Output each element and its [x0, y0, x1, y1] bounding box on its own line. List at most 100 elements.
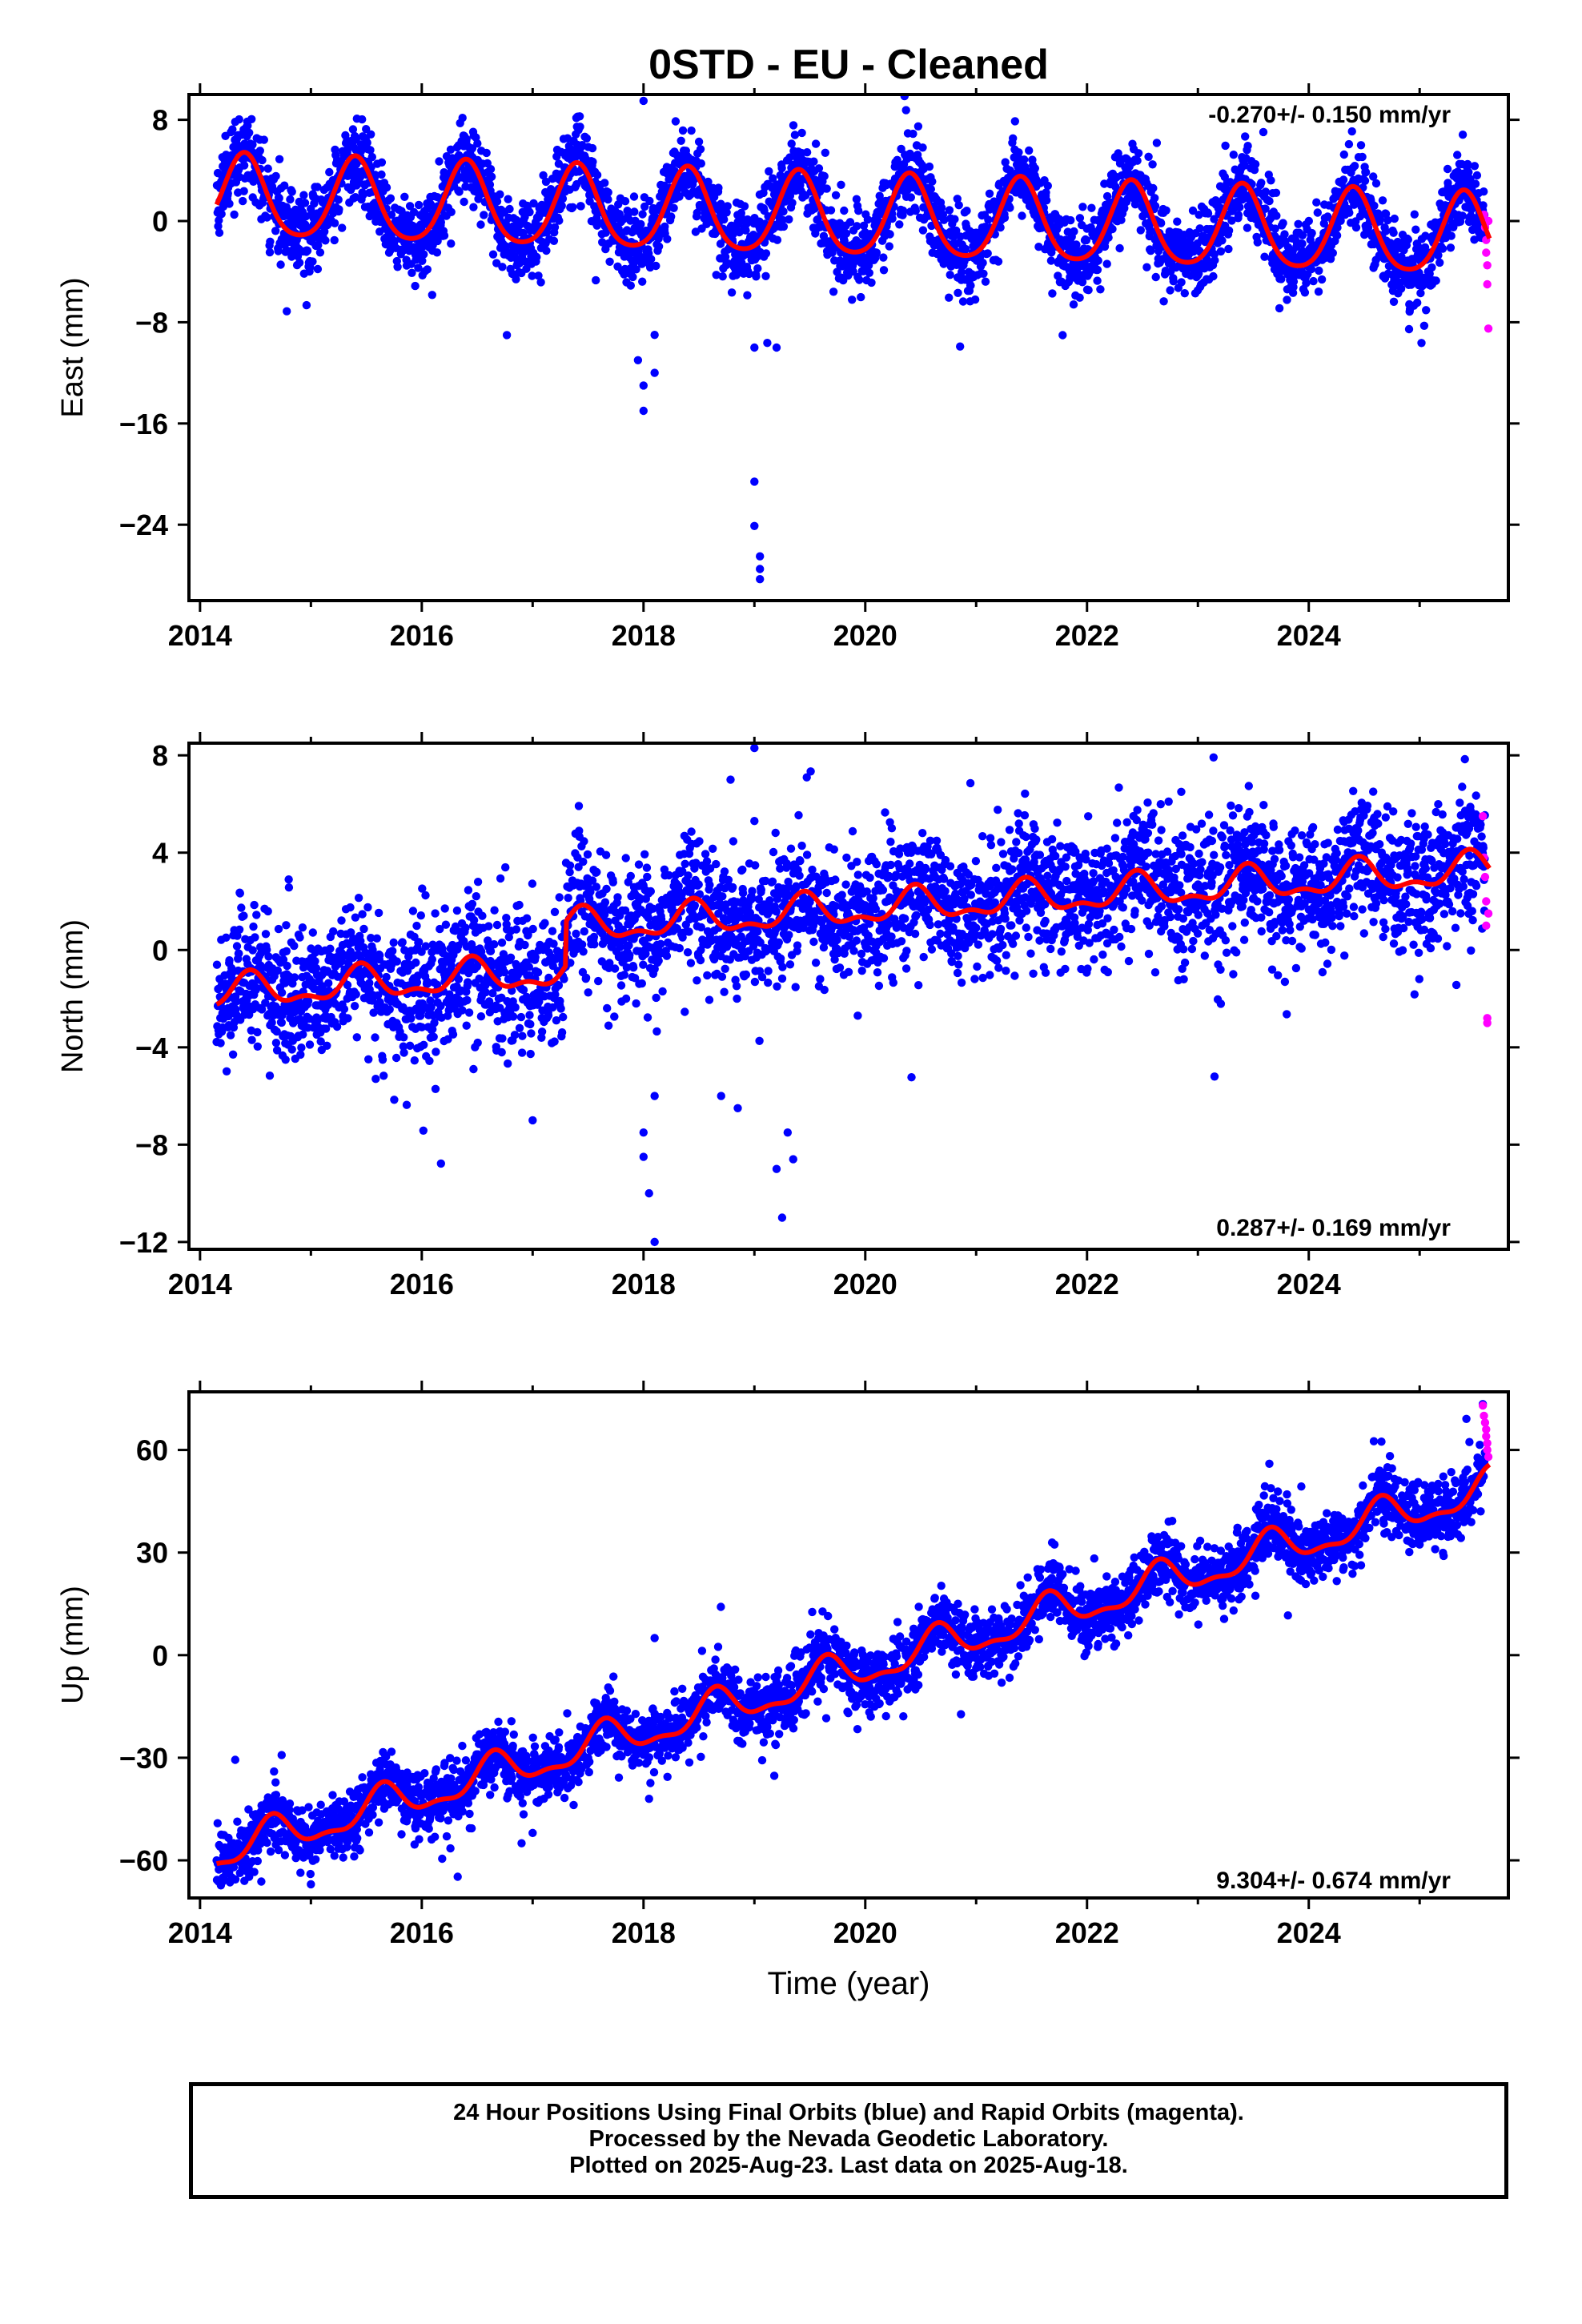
east-point-2700 — [1136, 226, 1146, 235]
east-point-1807 — [829, 287, 838, 296]
east-point-1886 — [857, 292, 865, 302]
east-point-3575 — [1438, 244, 1447, 253]
east-point-987 — [549, 236, 559, 245]
north-point-995 — [559, 1012, 568, 1022]
east-point-1340 — [667, 212, 676, 221]
north-point-1171 — [620, 971, 628, 979]
east-point-3323 — [1351, 223, 1361, 232]
north-point-647 — [436, 1159, 445, 1168]
east-point-784 — [480, 211, 488, 219]
east-point-147 — [266, 237, 275, 246]
north-point-956 — [544, 1011, 553, 1020]
east-point-2286 — [994, 257, 1003, 266]
north-point-538 — [400, 1033, 408, 1042]
north-point-463 — [371, 1075, 380, 1084]
north-point-324 — [323, 1041, 331, 1051]
east-point-3675 — [1472, 171, 1482, 180]
north-point-491 — [382, 972, 391, 982]
north-point-945 — [540, 919, 549, 927]
north-point-109 — [248, 946, 257, 955]
east-point-2293 — [996, 223, 1005, 232]
east-point-3158 — [1294, 219, 1303, 228]
east-point-2742 — [1150, 194, 1159, 203]
north-point-473 — [375, 951, 384, 960]
east-point-3670 — [1471, 179, 1480, 188]
north-point-1151 — [613, 893, 622, 902]
east-point-628 — [428, 291, 436, 300]
east-point-2519 — [1075, 214, 1085, 223]
east-point-3460 — [1396, 284, 1406, 293]
east-point-1295 — [652, 261, 661, 271]
east-point-3180 — [1300, 288, 1310, 297]
north-point-1124 — [604, 1021, 613, 1030]
east-point-1838 — [840, 206, 849, 215]
east-point-2719 — [1142, 263, 1151, 271]
east-point-2466 — [1058, 331, 1067, 340]
east-point-602 — [420, 250, 428, 259]
north-point-823 — [498, 1034, 507, 1043]
north-point-111 — [249, 922, 258, 931]
east-point-1792 — [822, 184, 831, 193]
east-point-3340 — [1358, 152, 1367, 162]
east-point-3529 — [1422, 306, 1431, 315]
east-point-664 — [440, 231, 449, 240]
east-point-3093 — [1272, 211, 1281, 220]
east-point-1784 — [820, 171, 829, 181]
east-point-3543 — [1427, 263, 1436, 272]
east-point-724 — [460, 197, 468, 207]
east-point-961 — [541, 177, 551, 187]
east-point-2425 — [1043, 181, 1053, 191]
east-point-2746 — [1151, 272, 1160, 282]
east-point-5 — [215, 216, 223, 225]
east-point-2820 — [1177, 278, 1186, 287]
east-point-35 — [225, 199, 234, 208]
east-point-141 — [263, 164, 272, 173]
north-point-821 — [497, 1047, 506, 1057]
east-point-2177 — [956, 342, 965, 351]
north-point-1143 — [610, 964, 620, 973]
east-point-339 — [330, 235, 339, 245]
north-point-910 — [528, 879, 537, 888]
east-point-2091 — [926, 185, 936, 194]
east-point-211 — [287, 187, 296, 196]
east-point-1255 — [638, 210, 647, 219]
north-point-1063 — [583, 850, 592, 859]
east-rapid-point-5 — [1483, 279, 1492, 289]
north-point-114 — [250, 900, 259, 910]
north-point-1189 — [626, 871, 635, 881]
east-point-1261 — [640, 202, 649, 211]
east-point-2388 — [1030, 164, 1040, 173]
east-point-3257 — [1328, 248, 1338, 258]
east-point-476 — [377, 170, 386, 179]
north-point-852 — [508, 1012, 518, 1021]
east-point-2831 — [1180, 289, 1190, 298]
east-point-2307 — [1000, 213, 1010, 223]
east-point-1254 — [638, 277, 647, 286]
north-point-70 — [235, 925, 244, 935]
north-point-1120 — [602, 884, 611, 894]
east-outlier-11 — [772, 343, 781, 352]
east-point-2086 — [925, 162, 934, 171]
north-point-520 — [391, 1053, 401, 1063]
east-outlier-9 — [756, 574, 765, 584]
east-point-1910 — [865, 268, 874, 277]
east-point-720 — [458, 114, 467, 123]
north-point-969 — [549, 939, 558, 948]
east-point-3501 — [1411, 225, 1420, 234]
east-point-390 — [348, 125, 358, 134]
north-point-1119 — [601, 850, 611, 859]
east-rapid-point-7 — [1484, 324, 1493, 333]
north-point-876 — [516, 1012, 526, 1022]
east-point-643 — [432, 248, 442, 257]
east-point-1683 — [785, 153, 794, 162]
east-point-2123 — [937, 203, 946, 212]
east-point-3601 — [1447, 231, 1456, 240]
east-point-1067 — [576, 123, 584, 131]
east-point-3400 — [1378, 196, 1387, 205]
north-point-573 — [412, 958, 420, 967]
east-point-1543 — [737, 208, 745, 218]
east-final-orbit-points — [212, 94, 1493, 584]
north-point-30 — [222, 1067, 231, 1076]
east-point-1916 — [867, 278, 876, 287]
north-point-1051 — [579, 857, 588, 866]
